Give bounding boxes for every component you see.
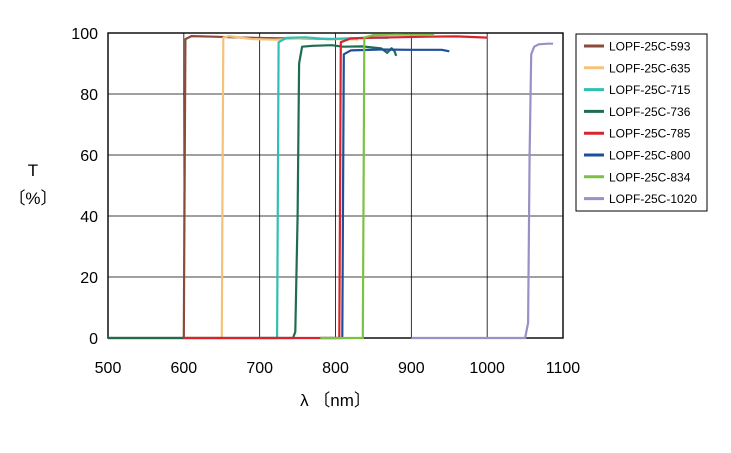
x-tick-label: 800 [322,360,349,377]
series-line-lopf-25c-736 [108,44,398,340]
y-tick-label: 60 [80,148,98,165]
legend-label: LOPF-25C-593 [609,40,691,54]
x-tick-label: 700 [246,360,273,377]
y-tick-label: 20 [80,270,98,287]
series-line-lopf-25c-785 [183,35,488,340]
y-tick-label: 100 [71,26,98,43]
series-layer [108,33,554,340]
legend-label: LOPF-25C-800 [609,149,691,163]
series-line-lopf-25c-1020 [411,42,554,340]
x-axis-label: λ 〔nm〕 [300,391,371,410]
legend-label: LOPF-25C-1020 [609,192,697,206]
x-tick-label: 1100 [546,360,581,377]
legend-label: LOPF-25C-635 [609,61,691,75]
series-line-lopf-25c-715 [259,36,389,340]
legend-label: LOPF-25C-785 [609,127,691,141]
series-line-lopf-25c-834 [320,33,435,340]
y-tick-label: 40 [80,209,98,226]
legend-label: LOPF-25C-715 [609,83,691,97]
y-tick-label: 80 [80,87,98,104]
y-tick-labels: 0 20 40 60 80 100 [71,26,98,348]
y-tick-label: 0 [89,331,98,348]
legend-box [575,33,708,212]
x-tick-label: 900 [398,360,425,377]
x-tick-label: 500 [95,360,122,377]
legend-label: LOPF-25C-736 [609,105,691,119]
series-line-lopf-25c-635 [183,35,359,340]
grid-lines [108,33,563,338]
legend-label: LOPF-25C-834 [609,170,691,184]
legend: LOPF-25C-593 LOPF-25C-635 LOPF-25C-715 LOPF… [575,33,708,212]
y-axis-label-line-2: 〔%〕 [8,189,57,208]
y-axis-label-line-1: T [28,161,38,180]
x-tick-label: 600 [170,360,197,377]
x-tick-labels: 500 600 700 800 900 1000 1100 [95,360,581,377]
x-tick-label: 1000 [469,360,505,377]
